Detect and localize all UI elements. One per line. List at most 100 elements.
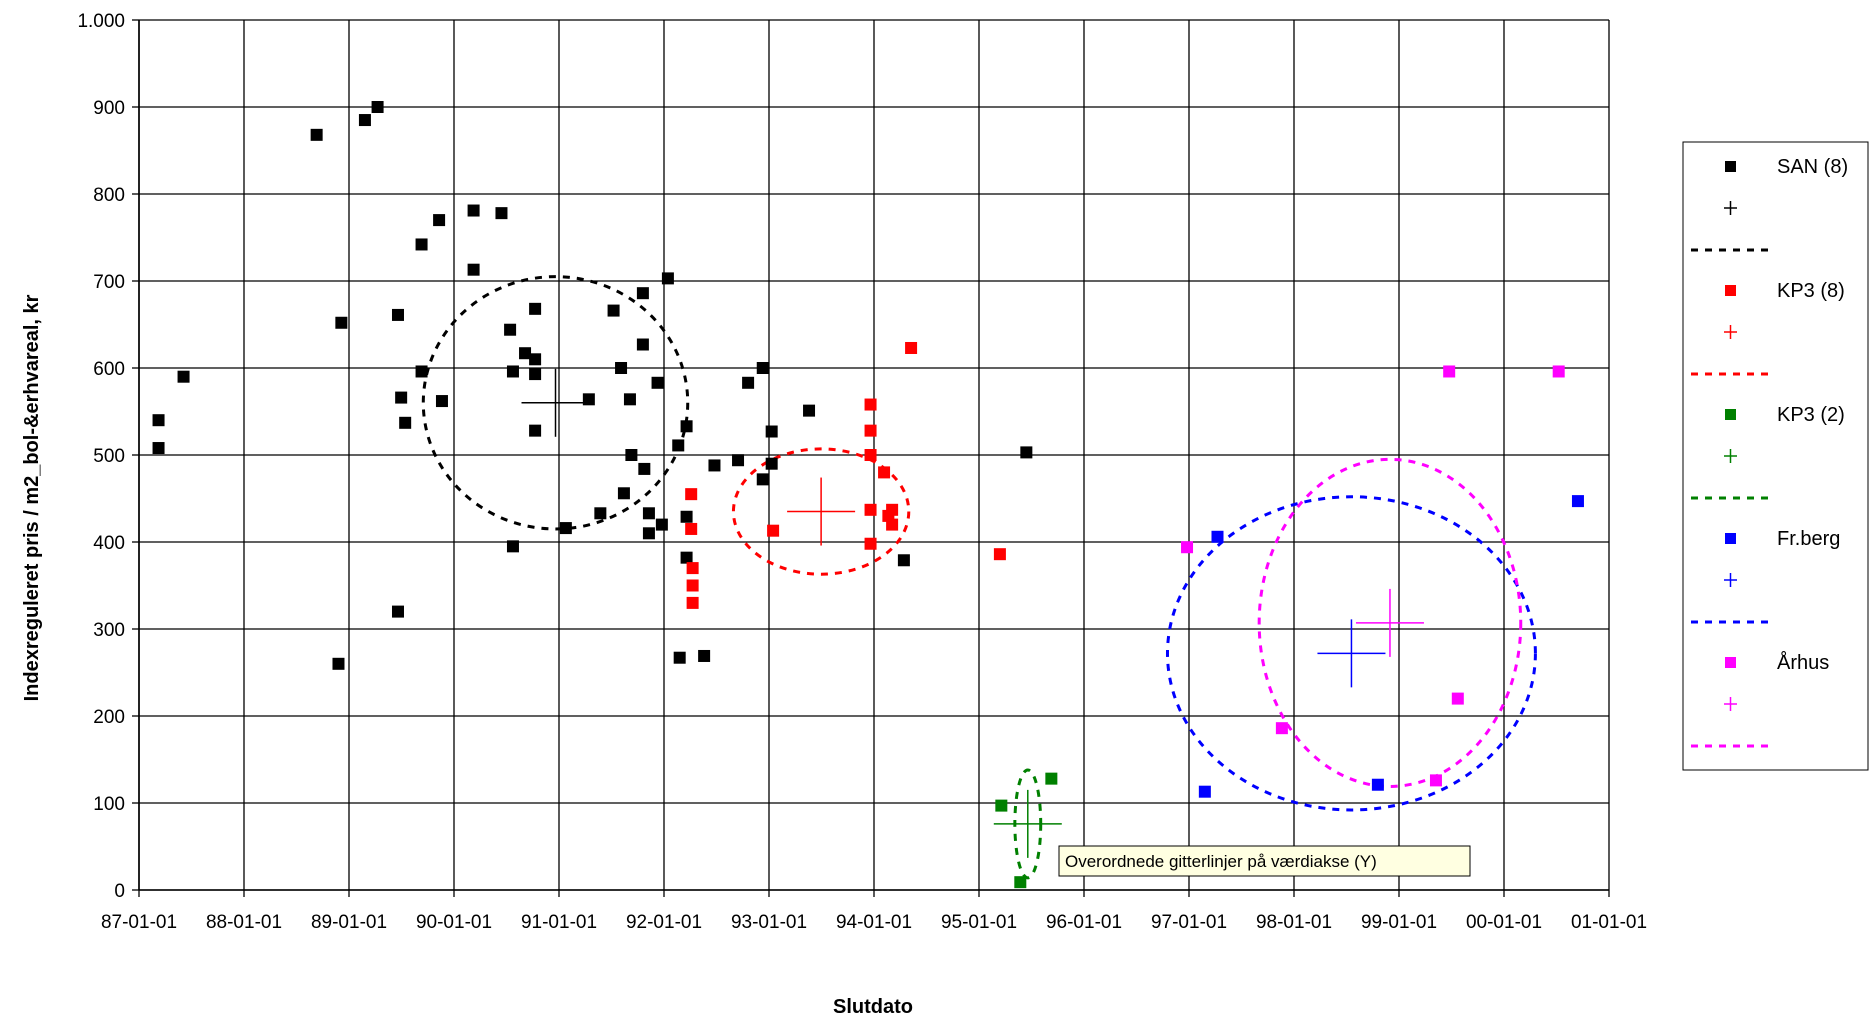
x-tick-label: 99-01-01 — [1361, 912, 1437, 933]
x-tick-label: 98-01-01 — [1256, 912, 1332, 933]
point-san-8 — [672, 439, 685, 452]
y-tick-label: 200 — [93, 707, 125, 728]
x-axis-title: Slutdato — [833, 996, 913, 1017]
point-san-8 — [495, 207, 508, 220]
center-kp3-2 — [993, 789, 1062, 858]
point-san-8 — [607, 304, 620, 317]
point-san-8 — [673, 651, 686, 664]
point-san-8 — [415, 365, 428, 378]
point-san-8 — [371, 101, 384, 113]
legend-marker-kp3-8 — [1725, 285, 1736, 296]
legend-marker-kp3-2 — [1725, 409, 1736, 420]
point-kp3-8 — [686, 579, 699, 592]
tooltip: Overordnede gitterlinjer på værdiakse (Y… — [1058, 845, 1471, 877]
center-rhus — [1355, 588, 1424, 657]
y-tick-label: 900 — [93, 98, 125, 119]
point-kp3-8 — [864, 424, 877, 437]
point-san-8 — [177, 370, 190, 383]
point-san-8 — [756, 362, 769, 374]
point-san-8 — [529, 302, 542, 315]
point-san-8 — [680, 420, 693, 433]
tooltip-box — [1058, 845, 1471, 877]
y-tick-label: 600 — [93, 359, 125, 380]
point-san-8 — [636, 287, 649, 300]
point-san-8 — [310, 128, 323, 141]
ellipse-kp3-8 — [731, 447, 911, 576]
point-san-8 — [529, 424, 542, 437]
point-san-8 — [332, 657, 345, 670]
point-san-8 — [152, 414, 165, 427]
ellipse-san-8 — [421, 275, 690, 531]
x-tick-label: 92-01-01 — [626, 912, 702, 933]
point-san-8 — [335, 316, 348, 329]
legend-marker-fr-berg — [1725, 533, 1736, 544]
point-fr-berg — [1571, 495, 1584, 508]
y-tick-label: 1.000 — [77, 11, 125, 32]
point-san-8 — [504, 323, 517, 336]
y-axis-title: Indexreguleret pris / m2_bol-&erhvareal,… — [21, 294, 43, 701]
point-kp3-2 — [1045, 772, 1058, 785]
dispersion-ellipses — [421, 275, 1537, 880]
point-san-8 — [615, 362, 628, 374]
y-tick-label: 500 — [93, 446, 125, 467]
point-kp3-8 — [864, 503, 877, 516]
x-tick-label: 96-01-01 — [1046, 912, 1122, 933]
center-san-8 — [521, 368, 590, 437]
point-rhus — [1451, 692, 1464, 705]
point-kp3-8 — [864, 398, 877, 411]
point-san-8 — [765, 425, 778, 438]
point-san-8 — [698, 649, 711, 662]
legend-label-san-8: SAN (8) — [1777, 156, 1848, 178]
y-tick-label: 700 — [93, 272, 125, 293]
point-san-8 — [642, 527, 655, 540]
point-san-8 — [636, 338, 649, 351]
x-tick-label: 94-01-01 — [836, 912, 912, 933]
point-san-8 — [625, 449, 638, 461]
point-san-8 — [506, 365, 519, 378]
legend: SAN (8) KP3 (8) KP3 (2) Fr.berg Århus — [1682, 141, 1869, 771]
legend-marker-san-8 — [1725, 161, 1736, 172]
point-san-8 — [529, 353, 542, 366]
point-rhus — [1443, 365, 1456, 378]
y-tick-label: 300 — [93, 620, 125, 641]
legend-label-rhus: Århus — [1777, 651, 1829, 674]
point-kp3-8 — [686, 562, 699, 575]
point-kp3-8 — [685, 488, 698, 501]
point-san-8 — [358, 114, 371, 127]
point-fr-berg — [1198, 785, 1211, 798]
point-san-8 — [680, 510, 693, 523]
point-san-8 — [897, 554, 910, 567]
point-san-8 — [433, 214, 446, 227]
x-tick-label: 95-01-01 — [941, 912, 1017, 933]
point-san-8 — [756, 473, 769, 486]
point-san-8 — [391, 308, 404, 321]
x-tick-label: 01-01-01 — [1571, 912, 1647, 933]
point-kp3-8 — [767, 524, 780, 537]
point-rhus — [1552, 365, 1565, 378]
x-tick-label: 91-01-01 — [521, 912, 597, 933]
y-tick-label: 0 — [114, 881, 125, 902]
legend-label-kp3-8: KP3 (8) — [1777, 280, 1845, 302]
point-san-8 — [395, 391, 408, 404]
point-san-8 — [765, 457, 778, 470]
point-kp3-8 — [864, 449, 877, 461]
point-san-8 — [399, 416, 412, 429]
legend-label-kp3-2: KP3 (2) — [1777, 404, 1845, 426]
x-tick-label: 88-01-01 — [206, 912, 282, 933]
point-san-8 — [594, 507, 607, 520]
y-tick-label: 400 — [93, 533, 125, 554]
point-san-8 — [559, 522, 572, 535]
gridlines — [138, 19, 1610, 891]
ellipse-fr-berg — [1165, 495, 1537, 812]
point-kp3-8 — [864, 537, 877, 550]
point-san-8 — [655, 518, 668, 531]
point-san-8 — [506, 540, 519, 553]
point-san-8 — [529, 368, 542, 381]
y-tick-label: 800 — [93, 185, 125, 206]
point-rhus — [1181, 541, 1194, 554]
x-tick-label: 90-01-01 — [416, 912, 492, 933]
point-kp3-2 — [995, 799, 1008, 812]
axes: 87-01-01 88-01-01 89-01-01 90-01-01 91-01-01… — [77, 11, 1647, 933]
x-tick-label: 00-01-01 — [1466, 912, 1542, 933]
point-san-8 — [617, 487, 630, 500]
